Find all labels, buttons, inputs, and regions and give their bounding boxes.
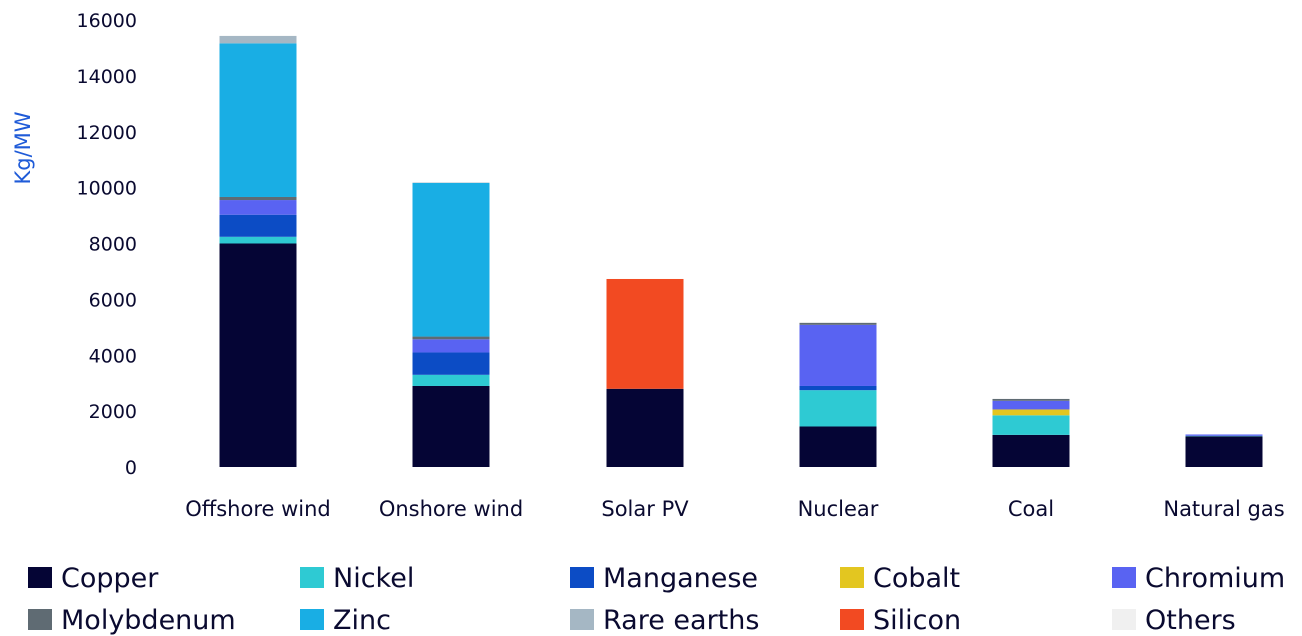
legend-item: Silicon [840, 605, 961, 636]
legend-item: Rare earths [570, 605, 759, 636]
bar-segment [219, 214, 297, 237]
bar-segment [219, 43, 297, 197]
bar-segment [219, 196, 297, 201]
legend-label: Zinc [333, 605, 391, 636]
legend-label: Manganese [603, 563, 758, 594]
bar-segment [992, 398, 1070, 401]
legend-swatch [570, 609, 594, 630]
bar-segment [412, 182, 490, 337]
y-tick-label: 6000 [89, 289, 137, 311]
legend-item: Copper [28, 563, 159, 594]
y-tick-label: 10000 [77, 178, 137, 200]
legend-item: Chromium [1112, 563, 1285, 594]
legend-label: Silicon [873, 605, 961, 636]
x-axis: Offshore wind Onshore wind Solar PV Nuclear… [185, 497, 1284, 521]
x-tick-label: Solar PV [601, 497, 689, 521]
y-tick-label: 8000 [89, 234, 137, 256]
legend-item: Cobalt [840, 563, 960, 594]
legend-swatch [570, 567, 594, 588]
bar-segment [606, 278, 684, 389]
legend-label: Nickel [333, 563, 414, 594]
x-tick-label: Natural gas [1163, 497, 1284, 521]
y-tick-label: 0 [125, 457, 137, 479]
legend: Copper Nickel Manganese Cobalt Chromium Molyb… [28, 563, 1285, 636]
bar-segment [219, 200, 297, 215]
bar-segment [412, 352, 490, 375]
bar-segment [1185, 434, 1263, 436]
legend-swatch [28, 567, 52, 588]
bar-segment [799, 385, 877, 391]
y-tick-label: 12000 [77, 122, 137, 144]
y-axis-title: Kg/MW [11, 111, 35, 184]
x-tick-label: Onshore wind [379, 497, 523, 521]
bar-segment [799, 322, 877, 325]
bar-segment [992, 400, 1070, 410]
bar-segment [799, 426, 877, 467]
legend-swatch [300, 567, 324, 588]
legend-swatch [840, 609, 864, 630]
bars [219, 35, 1263, 467]
bar-segment [992, 415, 1070, 435]
bar-segment [412, 336, 490, 340]
legend-item: Nickel [300, 563, 414, 594]
legend-label: Molybdenum [61, 605, 236, 636]
bar-segment [219, 243, 297, 467]
legend-label: Rare earths [603, 605, 759, 636]
y-tick-label: 14000 [77, 66, 137, 88]
bar-segment [799, 390, 877, 427]
legend-label: Copper [61, 563, 159, 594]
legend-item: Manganese [570, 563, 758, 594]
y-tick-label: 16000 [77, 10, 137, 32]
legend-label: Cobalt [873, 563, 960, 594]
legend-swatch [1112, 609, 1136, 630]
bar-stack [799, 322, 877, 467]
legend-swatch [840, 567, 864, 588]
bar-segment [412, 385, 490, 467]
bar-segment [799, 324, 877, 386]
legend-swatch [1112, 567, 1136, 588]
legend-label: Chromium [1145, 563, 1285, 594]
y-axis: 0 2000 4000 6000 8000 10000 12000 14000 16000 [77, 10, 137, 479]
legend-swatch [28, 609, 52, 630]
bar-stack [219, 35, 297, 467]
bar-stack [992, 398, 1070, 467]
bar-segment [606, 388, 684, 467]
legend-item: Molybdenum [28, 605, 236, 636]
legend-label: Others [1145, 605, 1236, 636]
bar-segment [992, 409, 1070, 416]
bar-segment [219, 236, 297, 244]
bar-segment [992, 434, 1070, 467]
y-tick-label: 4000 [89, 345, 137, 367]
bar-segment [219, 35, 297, 44]
legend-swatch [300, 609, 324, 630]
legend-item: Zinc [300, 605, 391, 636]
x-tick-label: Nuclear [798, 497, 879, 521]
bar-stack [606, 278, 684, 467]
y-tick-label: 2000 [89, 401, 137, 423]
legend-item: Others [1112, 605, 1236, 636]
bar-segment [412, 374, 490, 386]
bar-stack [412, 182, 490, 467]
x-tick-label: Coal [1008, 497, 1054, 521]
bar-segment [412, 339, 490, 353]
bar-stack [1185, 434, 1263, 467]
x-tick-label: Offshore wind [185, 497, 331, 521]
bar-segment [1185, 436, 1263, 467]
